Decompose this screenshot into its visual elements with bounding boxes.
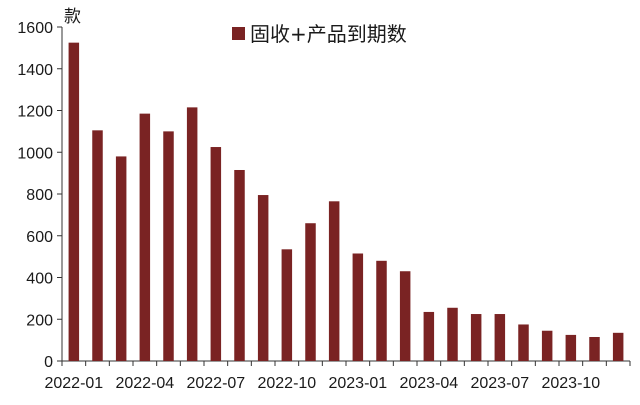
y-tick-label: 400	[26, 271, 53, 288]
bar	[589, 336, 600, 361]
bars	[68, 42, 624, 362]
x-tick-label: 2022-01	[44, 375, 103, 392]
x-tick-label: 2022-07	[186, 375, 245, 392]
bar	[376, 260, 387, 361]
legend: 固收+产品到期数	[232, 22, 407, 46]
bar	[518, 324, 529, 361]
y-tick-label: 1000	[17, 145, 53, 162]
bar	[68, 42, 80, 361]
bar	[494, 314, 506, 361]
x-tick-labels: 2022-01 2022-04 2022-07 2022-10 2023-01 2023-…	[44, 375, 600, 392]
legend-label: 固收+产品到期数	[250, 22, 407, 46]
axes	[57, 26, 631, 366]
y-tick-label: 200	[26, 312, 53, 329]
bar	[305, 223, 316, 361]
x-tick-label: 2023-10	[541, 375, 600, 392]
bar	[281, 249, 293, 361]
y-tick-label: 1200	[17, 104, 53, 121]
x-tick-label: 2022-10	[257, 375, 316, 392]
bar	[447, 307, 458, 361]
bar	[210, 147, 222, 361]
bar	[328, 201, 340, 361]
y-tick-label: 1600	[17, 20, 53, 37]
bar	[257, 195, 269, 361]
bar	[163, 131, 174, 361]
x-tick-label: 2023-07	[470, 375, 529, 392]
bar	[565, 334, 577, 361]
x-tick-label: 2023-01	[328, 375, 387, 392]
y-tick-label: 1400	[17, 62, 53, 79]
bar	[352, 253, 364, 361]
legend-swatch	[232, 27, 245, 40]
bar	[92, 130, 103, 361]
bar	[541, 330, 553, 361]
bar	[423, 311, 435, 361]
bar	[186, 107, 198, 362]
bar	[612, 332, 624, 361]
bar	[470, 314, 482, 361]
x-tick-label: 2022-04	[115, 375, 174, 392]
bar	[115, 156, 127, 361]
y-tick-label: 600	[26, 229, 53, 246]
y-tick-labels: 0 200 400 600 800 1000 1200 1400 1600	[17, 20, 53, 371]
x-tick-label: 2023-04	[399, 375, 458, 392]
bar	[234, 169, 245, 361]
bar	[139, 113, 151, 361]
y-tick-label: 0	[44, 354, 53, 371]
y-axis-unit-label: 款	[64, 7, 81, 27]
bar	[399, 271, 411, 361]
y-tick-label: 800	[26, 187, 53, 204]
